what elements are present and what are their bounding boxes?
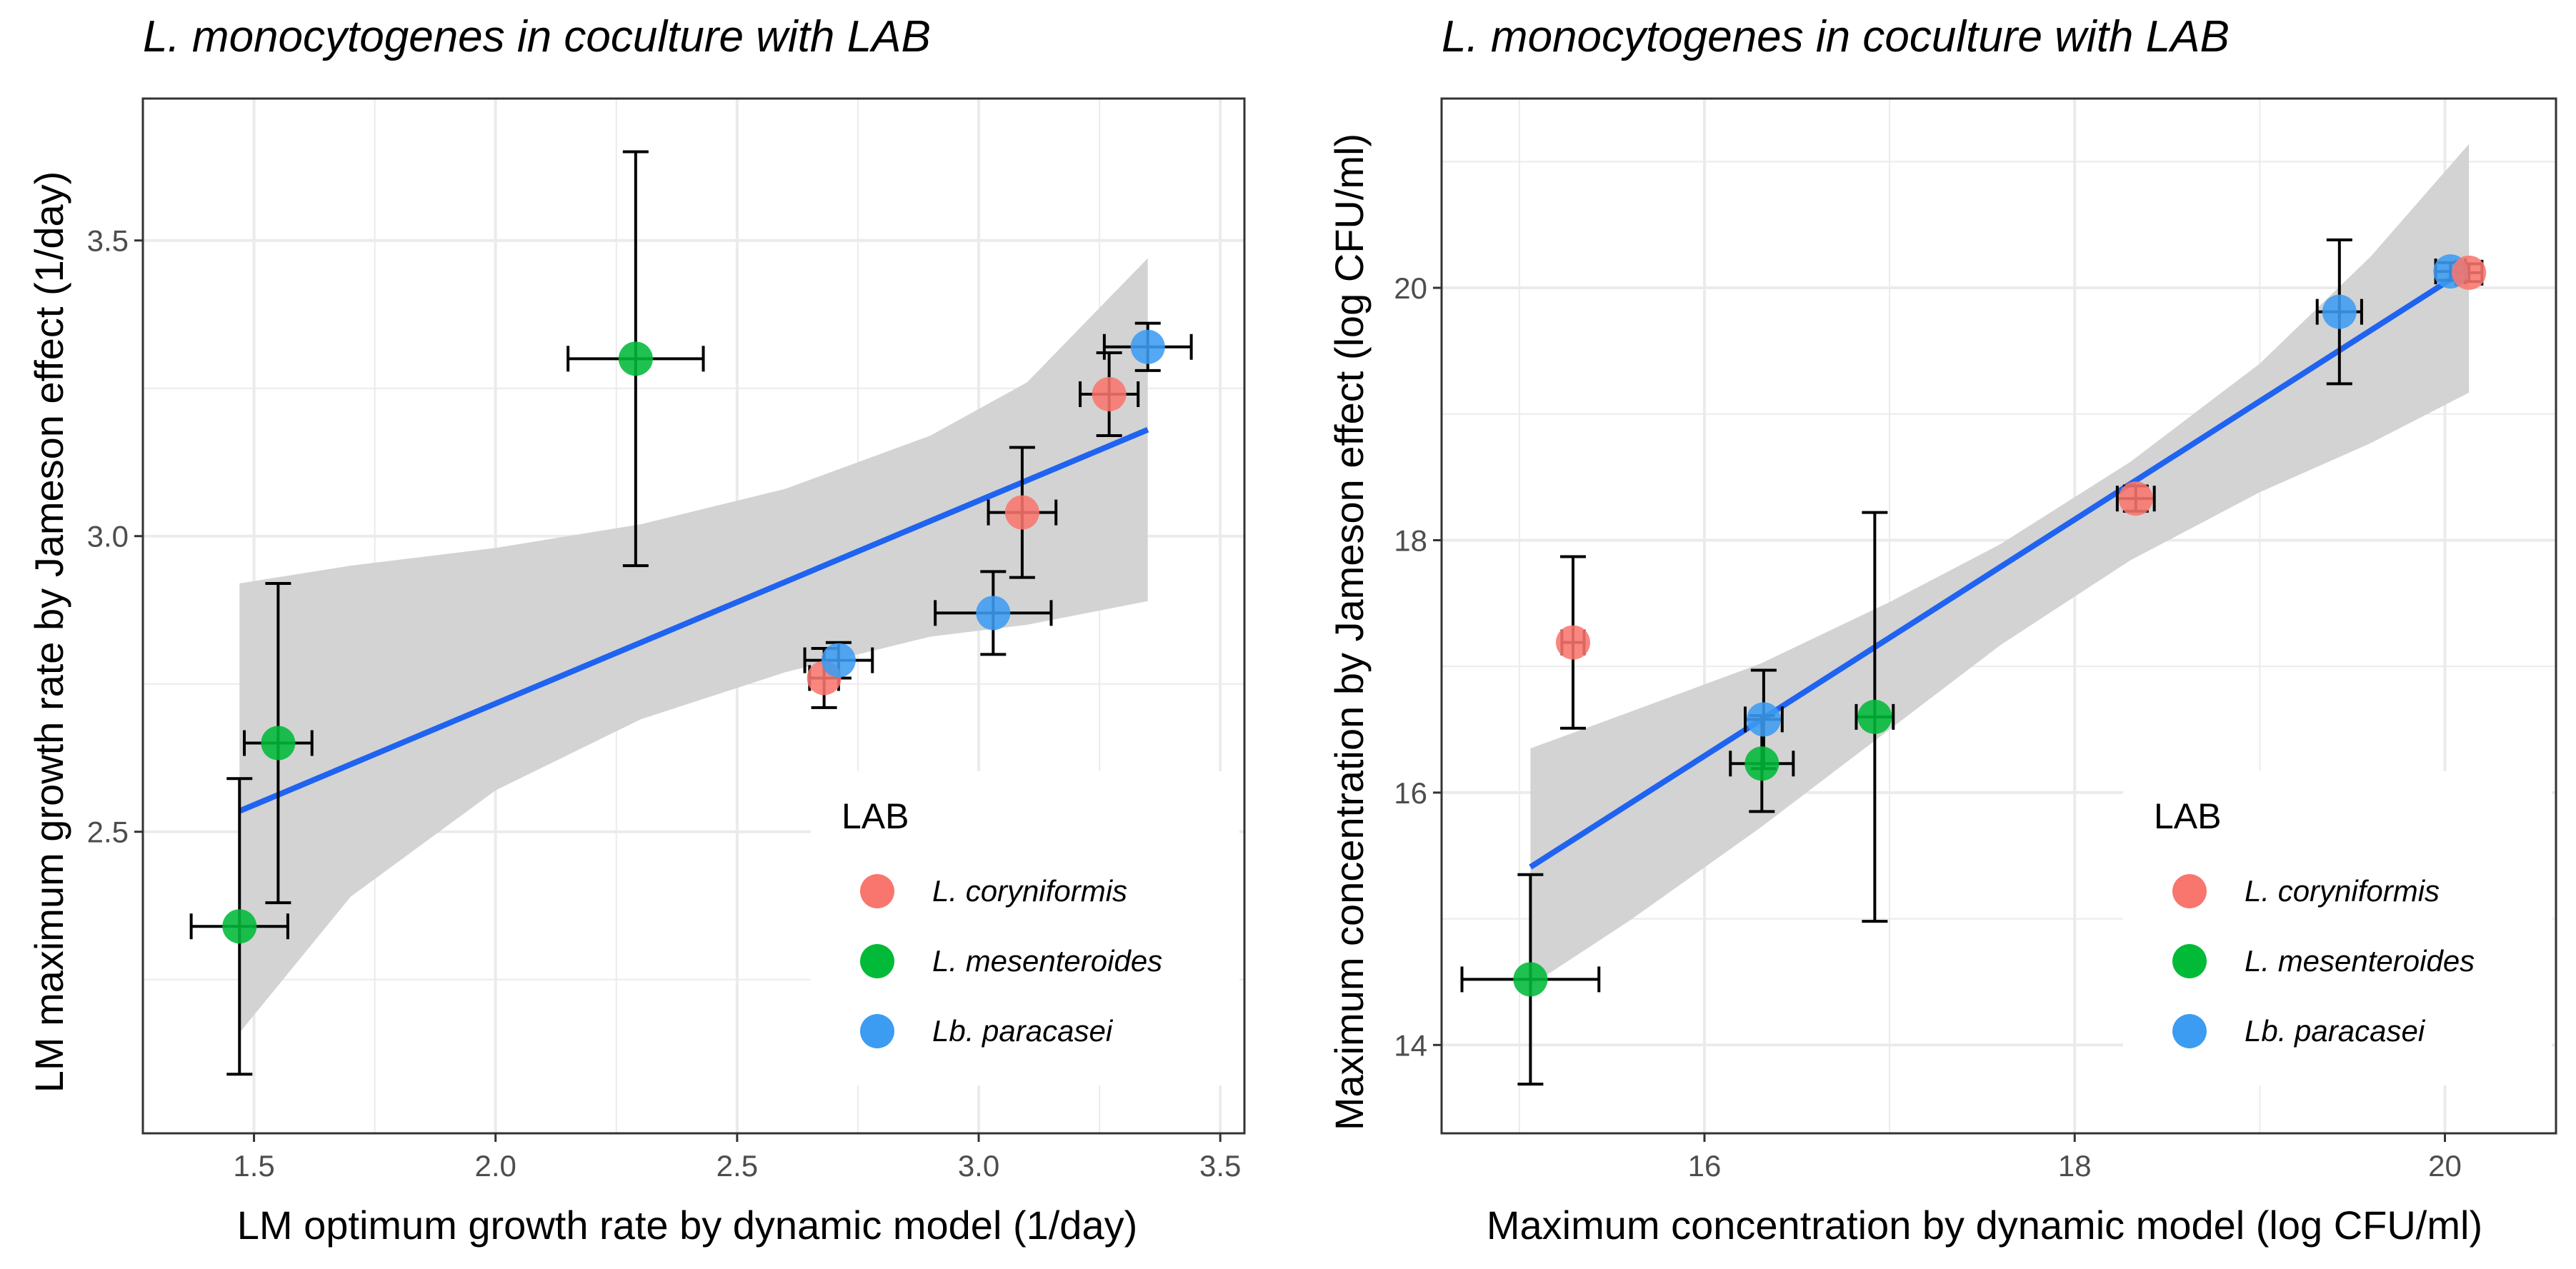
- regression-line: [238, 426, 1149, 814]
- data-point: [821, 643, 856, 678]
- data-point: [1004, 495, 1039, 530]
- data-point: [1130, 329, 1165, 364]
- x-tick-label: 1.5: [233, 1149, 274, 1183]
- legend-label-l-mesenteroides: L. mesenteroides: [2245, 944, 2475, 978]
- legend-item: L. coryniformis: [2172, 874, 2440, 908]
- x-tick-label: 16: [1688, 1149, 1722, 1183]
- data-point: [2452, 255, 2487, 290]
- chart-title-growth-rate: L. monocytogenes in coculture with LAB: [143, 12, 931, 61]
- y-axis-label-growth-rate: LM maximum growth rate by Jameson effect…: [26, 171, 71, 1093]
- legend-title: LAB: [2154, 796, 2222, 836]
- data-point: [1513, 962, 1548, 997]
- legend-max-concentration: LAB L. coryniformis L. mesenteroides Lb.…: [2123, 771, 2552, 1085]
- data-point: [618, 341, 653, 376]
- y-tick-label: 20: [1394, 271, 1427, 305]
- points-max-concentration: [1513, 254, 2487, 997]
- legend-growth-rate: LAB L. coryniformis L. mesenteroides Lb.…: [811, 771, 1239, 1085]
- chart-panel-growth-rate: L. monocytogenes in coculture with LAB L…: [26, 12, 1246, 1248]
- x-tick-label: 2.5: [717, 1149, 758, 1183]
- legend-swatch-lb-paracasei: [860, 1014, 894, 1048]
- panel-border-max-concentration: [1440, 97, 2557, 1135]
- y-axis-label-max-concentration: Maximum concentration by Jameson effect …: [1327, 134, 1372, 1130]
- y-tick-label: 3.5: [87, 224, 129, 258]
- legend-label-l-mesenteroides: L. mesenteroides: [932, 944, 1162, 978]
- chart-panel-max-concentration: L. monocytogenes in coculture with LAB M…: [1327, 12, 2557, 1248]
- legend-item: Lb. paracasei: [2172, 1014, 2426, 1048]
- legend-item: L. mesenteroides: [2172, 944, 2475, 978]
- x-tick-label: 18: [2058, 1149, 2092, 1183]
- fit-line-growth-rate: [238, 426, 1149, 814]
- data-point: [1744, 746, 1779, 781]
- ticks-max-concentration: 16 18 20 14 16 18 20: [1394, 271, 2462, 1183]
- x-tick-label: 20: [2428, 1149, 2462, 1183]
- confidence-ribbon: [239, 258, 1148, 1033]
- data-point: [1746, 702, 1781, 737]
- points-growth-rate: [222, 329, 1165, 944]
- legend-item: Lb. paracasei: [860, 1014, 1114, 1048]
- data-point: [1857, 699, 1892, 734]
- legend-swatch-l-coryniformis: [860, 874, 894, 908]
- data-point: [1555, 625, 1590, 660]
- data-point: [261, 726, 296, 761]
- x-tick-label: 2.0: [475, 1149, 516, 1183]
- ticks-growth-rate: 1.5 2.0 2.5 3.0 3.5 2.5 3.0 3.5: [87, 224, 1242, 1183]
- panel-border-growth-rate: [141, 97, 1246, 1135]
- regression-line: [1529, 265, 2471, 870]
- plot-border: [141, 97, 1246, 1135]
- legend-label-lb-paracasei: Lb. paracasei: [2245, 1014, 2426, 1048]
- plot-border: [1440, 97, 2557, 1135]
- legend-label-lb-paracasei: Lb. paracasei: [932, 1014, 1114, 1048]
- y-tick-label: 14: [1394, 1028, 1427, 1062]
- legend-item: L. mesenteroides: [860, 944, 1162, 978]
- legend-label-l-coryniformis: L. coryniformis: [932, 874, 1127, 908]
- legend-swatch-l-mesenteroides: [860, 944, 894, 978]
- legend-swatch-l-coryniformis: [2172, 874, 2207, 908]
- legend-label-l-coryniformis: L. coryniformis: [2245, 874, 2440, 908]
- y-tick-label: 2.5: [87, 816, 129, 849]
- y-tick-label: 3.0: [87, 520, 129, 553]
- y-tick-label: 16: [1394, 776, 1427, 810]
- data-point: [976, 596, 1011, 631]
- confidence-band-growth-rate: [239, 258, 1148, 1033]
- legend-title: LAB: [842, 796, 909, 836]
- x-tick-label: 3.5: [1199, 1149, 1241, 1183]
- data-point: [2118, 481, 2153, 516]
- x-axis-label-max-concentration: Maximum concentration by dynamic model (…: [1487, 1203, 2482, 1248]
- x-axis-label-growth-rate: LM optimum growth rate by dynamic model …: [237, 1203, 1138, 1248]
- legend-item: L. coryniformis: [860, 874, 1127, 908]
- chart-title-max-concentration: L. monocytogenes in coculture with LAB: [1442, 12, 2230, 61]
- data-point: [222, 909, 257, 944]
- legend-swatch-lb-paracasei: [2172, 1014, 2207, 1048]
- data-point: [2322, 294, 2357, 329]
- y-tick-label: 18: [1394, 523, 1427, 557]
- fit-line-max-concentration: [1529, 265, 2471, 870]
- legend-swatch-l-mesenteroides: [2172, 944, 2207, 978]
- x-tick-label: 3.0: [958, 1149, 999, 1183]
- data-point: [1092, 377, 1127, 411]
